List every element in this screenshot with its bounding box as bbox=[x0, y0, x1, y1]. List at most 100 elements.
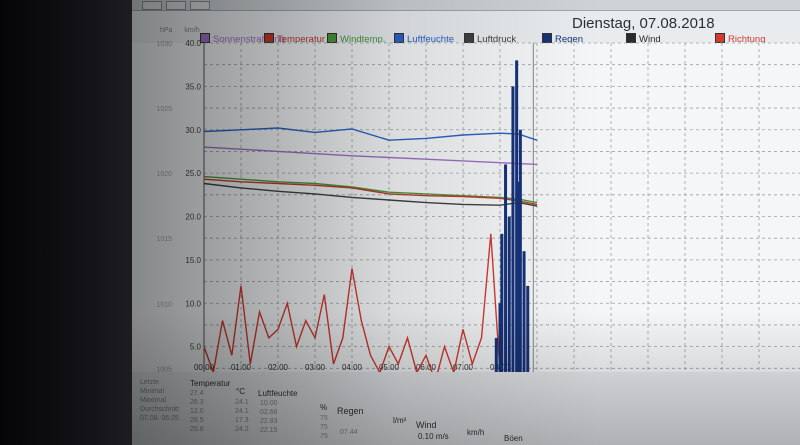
value: 22.15 bbox=[260, 427, 278, 434]
rain-bar bbox=[504, 164, 508, 372]
value: 17.3 bbox=[235, 417, 249, 424]
x-tick-label: 06:00 bbox=[416, 363, 437, 372]
axis-units: hPa km/h bbox=[160, 27, 200, 34]
y-tick-label-hpa: 1020 bbox=[156, 171, 172, 178]
legend-swatch-icon bbox=[264, 33, 274, 43]
legend-item[interactable]: Sonnenstrahlung bbox=[200, 33, 285, 45]
percent-values: 75 75 75 bbox=[320, 414, 328, 441]
legend-label: Luftdruck bbox=[477, 34, 517, 45]
toolbar-strip bbox=[132, 0, 800, 11]
x-tick-label: 00:00 bbox=[194, 363, 215, 372]
legend-item[interactable]: Luftfeuchte bbox=[394, 33, 454, 45]
value: 24.1 bbox=[235, 399, 249, 406]
rain-bar bbox=[494, 337, 498, 372]
temp2-values: 24.1 24.1 17.3 24.2 bbox=[235, 398, 249, 434]
row-label: Maximal bbox=[140, 397, 167, 404]
legend-label: Sonnenstrahlung bbox=[213, 34, 285, 45]
weather-app-window: Dienstag, 07.08.2018 hPa km/h Sonnenstra… bbox=[132, 0, 800, 445]
legend-item[interactable]: Wind bbox=[626, 33, 661, 45]
value: 75 bbox=[320, 424, 328, 431]
legend-swatch-icon bbox=[464, 33, 474, 43]
series-line-richtung bbox=[203, 233, 501, 372]
row-label: Letzte bbox=[140, 379, 160, 386]
rain-unit: l/m² bbox=[393, 416, 407, 425]
y-tick-label: 5.0 bbox=[190, 343, 202, 352]
value: 27.4 bbox=[190, 390, 204, 397]
unit-left: hPa bbox=[160, 27, 173, 34]
toolbar-button[interactable] bbox=[190, 1, 210, 10]
y-tick-label: 25.0 bbox=[185, 169, 201, 178]
legend-label: Wind bbox=[639, 34, 661, 45]
x-tick-label: 04:00 bbox=[342, 363, 363, 372]
value: 28.5 bbox=[190, 417, 204, 424]
summary-panel: Letzte Minimal Maximal Durchschnitt 07.0… bbox=[132, 372, 800, 445]
humidity-unit: % bbox=[320, 403, 328, 412]
legend-label: Temperatur bbox=[277, 34, 326, 45]
value: 75 bbox=[320, 415, 328, 422]
legend-item[interactable]: Windtemp. bbox=[327, 33, 385, 45]
value: 75 bbox=[320, 433, 328, 440]
rain-bar bbox=[522, 251, 526, 372]
wind-header: Wind bbox=[416, 420, 437, 430]
rain-bar bbox=[500, 233, 504, 372]
y-tick-label: 40.0 bbox=[185, 39, 201, 48]
value: 02.66 bbox=[260, 409, 278, 416]
rain-value: 07.44 bbox=[340, 429, 358, 436]
row-label: Minimal bbox=[140, 388, 165, 395]
x-tick-label: 02:00 bbox=[268, 363, 289, 372]
weather-chart: 40.0 35.0 30.0 25.0 20.0 15.0 10.0 5.0 1030 1025 1… bbox=[132, 39, 800, 372]
rain-bar bbox=[507, 216, 511, 372]
legend-item[interactable]: Richtung bbox=[715, 33, 766, 45]
date-title: Dienstag, 07.08.2018 bbox=[572, 15, 715, 32]
rain-header: Regen bbox=[337, 406, 364, 416]
value: 24.2 bbox=[235, 426, 249, 433]
humidity-header: Luftfeuchte bbox=[258, 389, 298, 398]
legend-swatch-icon bbox=[200, 33, 210, 43]
temp-unit: °C bbox=[236, 387, 245, 396]
rain-bar bbox=[517, 181, 520, 372]
y-tick-label-hpa: 1010 bbox=[156, 301, 172, 308]
toolbar-button[interactable] bbox=[142, 1, 162, 10]
y-tick-label: 10.0 bbox=[185, 299, 201, 308]
gust-header: Böen bbox=[504, 434, 523, 443]
row-labels: Letzte Minimal Maximal Durchschnitt 07.0… bbox=[140, 378, 179, 423]
y-tick-label: 15.0 bbox=[185, 256, 201, 265]
wind-value: 0.10 m/s bbox=[418, 432, 449, 441]
value: 25.8 bbox=[190, 426, 204, 433]
rain-bar bbox=[511, 86, 515, 372]
legend-swatch-icon bbox=[626, 33, 636, 43]
y-tick-label: 20.0 bbox=[185, 213, 201, 222]
toolbar-button[interactable] bbox=[166, 1, 186, 10]
value: 12.0 bbox=[190, 408, 204, 415]
legend-swatch-icon bbox=[327, 33, 337, 43]
legend-item[interactable]: Temperatur bbox=[264, 33, 325, 45]
value: 28.3 bbox=[190, 399, 204, 406]
legend-swatch-icon bbox=[542, 33, 552, 43]
temp-header: Temperatur bbox=[190, 379, 231, 388]
rain-bar bbox=[515, 60, 519, 372]
legend-label: Richtung bbox=[728, 34, 766, 45]
row-label: 07.08. 06:25 bbox=[140, 415, 179, 422]
row-label: Durchschnitt bbox=[140, 406, 179, 413]
wind-unit: km/h bbox=[467, 428, 485, 437]
value: 10.00 bbox=[260, 400, 278, 407]
x-tick-label: 01:00 bbox=[231, 363, 252, 372]
plot-area bbox=[132, 43, 800, 372]
legend-swatch-icon bbox=[394, 33, 404, 43]
value: 22.83 bbox=[260, 418, 278, 425]
y-tick-label-hpa: 1025 bbox=[156, 106, 172, 113]
value: 24.1 bbox=[235, 408, 249, 415]
series-line-luftfeuchte bbox=[203, 127, 538, 141]
x-tick-label: 07:00 bbox=[453, 363, 474, 372]
legend-item[interactable]: Luftdruck bbox=[464, 33, 516, 45]
x-tick-label: 05:00 bbox=[379, 363, 400, 372]
series-line-sonnenstrahlung bbox=[203, 146, 538, 166]
y-tick-label: 30.0 bbox=[185, 126, 201, 135]
humidity-values: 10.00 02.66 22.83 22.15 bbox=[260, 399, 278, 435]
legend-swatch-icon bbox=[715, 33, 725, 43]
legend-label: Regen bbox=[555, 34, 583, 45]
legend-item[interactable]: Regen bbox=[542, 33, 583, 45]
legend-label: Luftfeuchte bbox=[407, 34, 455, 45]
y-tick-label: 35.0 bbox=[185, 82, 201, 91]
x-tick-label: 03:00 bbox=[305, 363, 326, 372]
